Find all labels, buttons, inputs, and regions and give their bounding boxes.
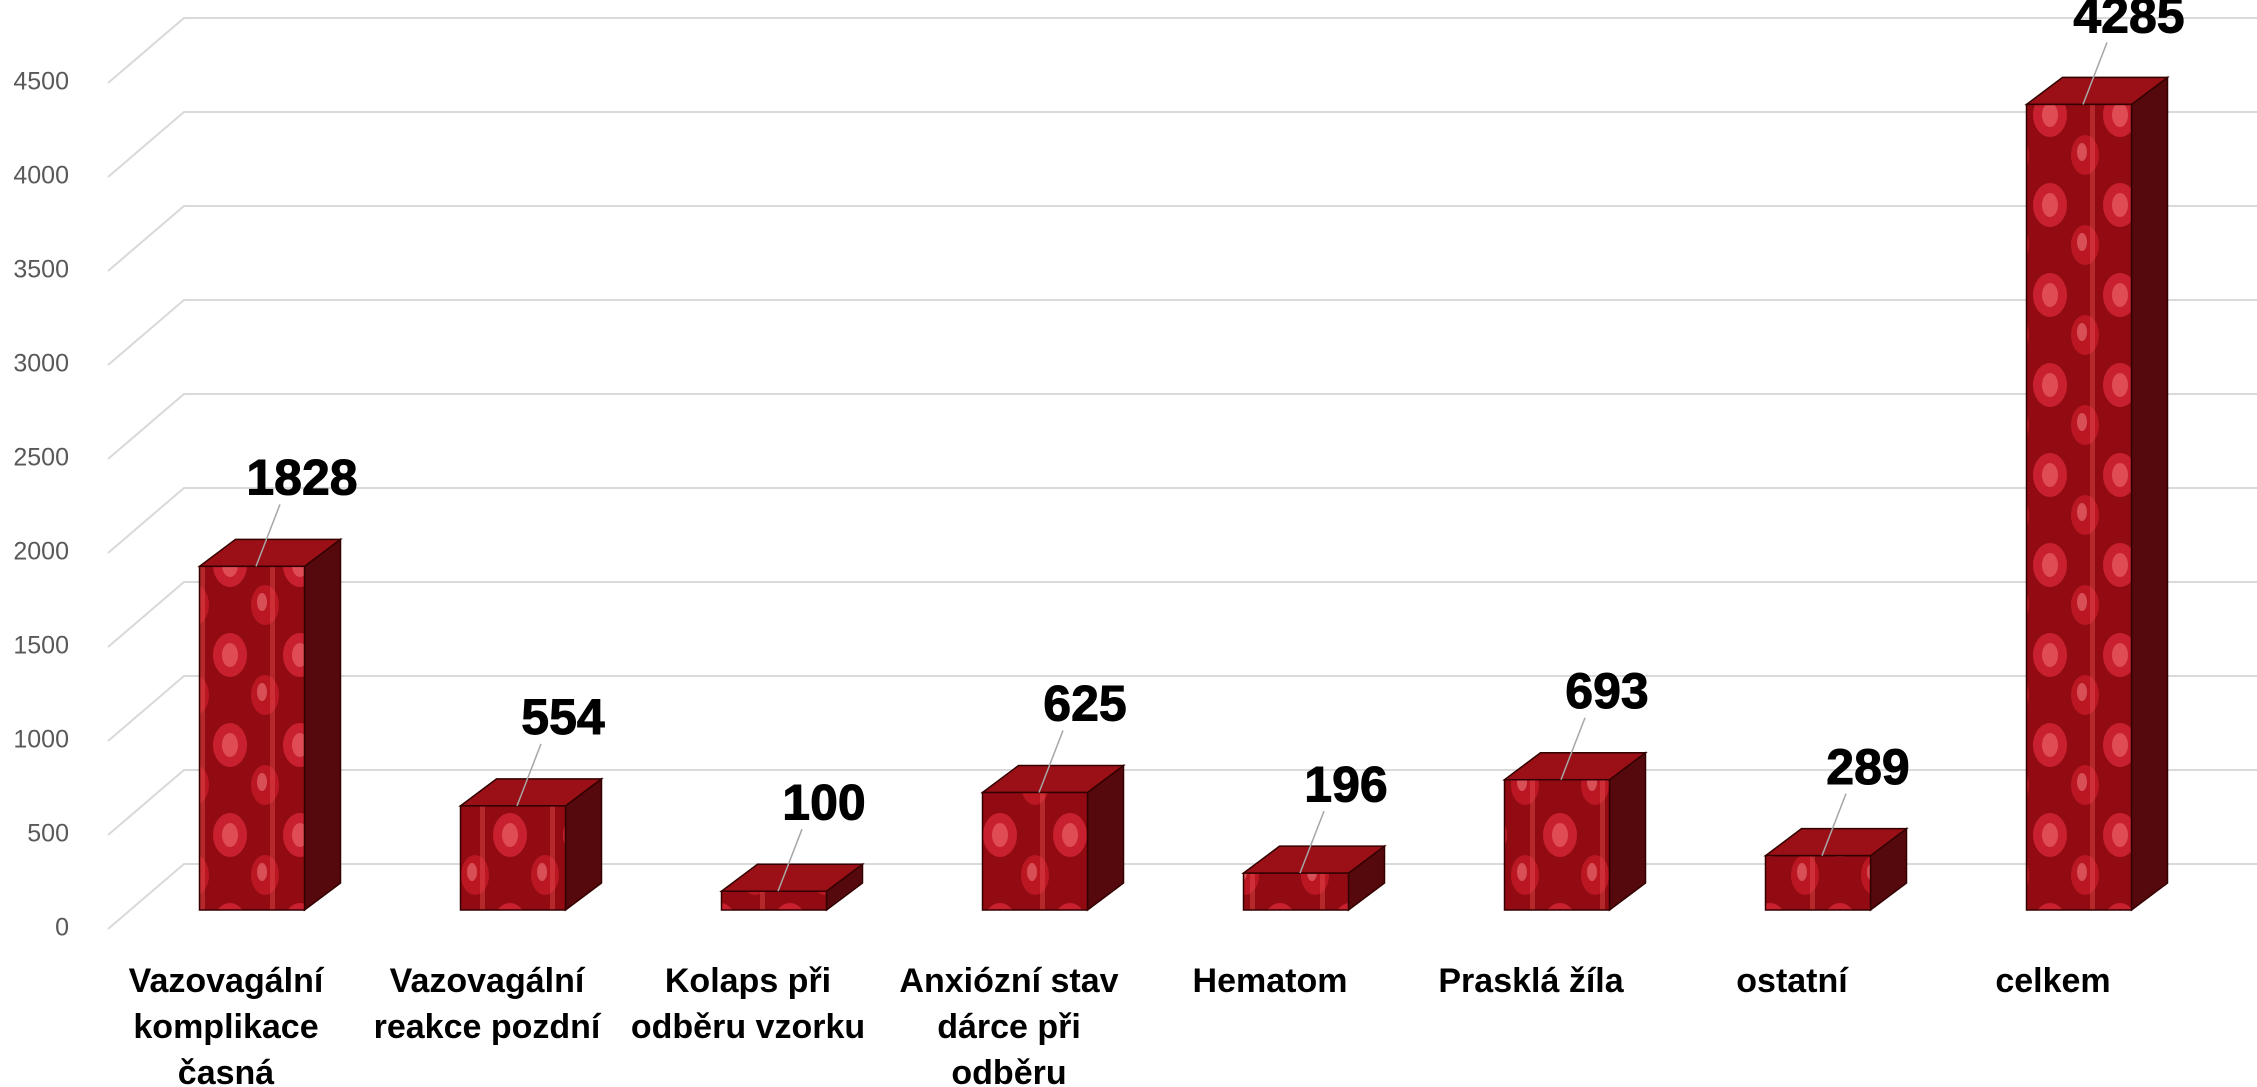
value-label: 100 bbox=[782, 774, 865, 830]
y-tick-label: 4500 bbox=[13, 68, 69, 96]
y-tick-label: 3000 bbox=[13, 350, 69, 378]
y-tick-label: 2500 bbox=[13, 444, 69, 472]
value-label: 4285 bbox=[2073, 0, 2184, 44]
chart: 0 500 1000 1500 2000 2500 3000 3500 4000 4500 1828… bbox=[0, 0, 2257, 1087]
grid-line bbox=[108, 394, 2257, 459]
grid-line bbox=[108, 206, 2257, 271]
bar bbox=[1244, 873, 1349, 910]
bar bbox=[461, 806, 566, 910]
value-label: 196 bbox=[1304, 756, 1387, 812]
x-tick-label: Anxiózní stav dárce při odběru bbox=[889, 958, 1129, 1087]
bar bbox=[722, 891, 827, 910]
grid-line bbox=[108, 300, 2257, 365]
value-label: 289 bbox=[1826, 739, 1909, 795]
grid-line bbox=[108, 488, 2257, 553]
bar-side bbox=[2132, 77, 2168, 910]
x-tick-label: celkem bbox=[1933, 958, 2173, 1004]
bar bbox=[1766, 856, 1871, 910]
bar-side bbox=[305, 539, 341, 910]
bar bbox=[983, 793, 1088, 911]
grid-line bbox=[108, 676, 2257, 741]
bar bbox=[1505, 780, 1610, 910]
y-tick-label: 1500 bbox=[13, 632, 69, 660]
chart-svg: 0 500 1000 1500 2000 2500 3000 3500 4000 4500 1828… bbox=[0, 0, 2257, 1087]
x-tick-label: Hematom bbox=[1150, 958, 1390, 1004]
bar bbox=[2027, 104, 2132, 910]
x-tick-label: ostatní bbox=[1672, 958, 1912, 1004]
value-label: 1828 bbox=[246, 450, 357, 506]
grid-line bbox=[108, 864, 2257, 929]
y-tick-label: 0 bbox=[55, 914, 69, 942]
y-tick-label: 1000 bbox=[13, 726, 69, 754]
grid-line bbox=[108, 112, 2257, 177]
x-tick-label: Prasklá žíla bbox=[1411, 958, 1651, 1004]
bar bbox=[200, 566, 305, 910]
grid-line bbox=[108, 18, 2257, 83]
x-tick-label: Vazovagální komplikace časná bbox=[106, 958, 346, 1087]
x-tick-label: Kolaps při odběru vzorku bbox=[628, 958, 868, 1050]
value-label: 554 bbox=[521, 689, 605, 745]
value-label: 693 bbox=[1565, 663, 1648, 719]
grid-line bbox=[108, 770, 2257, 835]
x-tick-label: Vazovagální reakce pozdní bbox=[367, 958, 607, 1050]
value-label: 625 bbox=[1043, 676, 1126, 732]
y-tick-label: 4000 bbox=[13, 162, 69, 190]
grid-line bbox=[108, 582, 2257, 647]
y-tick-label: 3500 bbox=[13, 256, 69, 284]
y-tick-label: 2000 bbox=[13, 538, 69, 566]
y-tick-label: 500 bbox=[27, 820, 69, 848]
